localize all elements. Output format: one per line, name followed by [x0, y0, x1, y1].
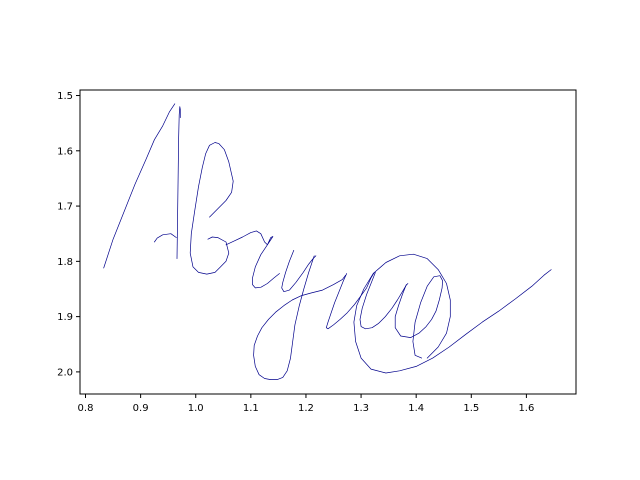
x-tick-label: 1.2 — [298, 403, 314, 414]
stroke-line-1 — [103, 103, 176, 269]
stroke-line-2 — [176, 106, 181, 259]
x-tick-label: 1.3 — [353, 403, 369, 414]
stroke-line-3 — [154, 233, 177, 243]
signature-lines — [103, 103, 552, 380]
y-tick-label: 2.0 — [57, 367, 73, 378]
x-axis: 0.8 0.9 1.0 1.1 1.2 1.3 1.4 1.5 1.6 — [78, 394, 534, 414]
y-tick-label: 1.5 — [57, 91, 73, 102]
x-tick-label: 0.8 — [78, 403, 94, 414]
stroke-line-8 — [325, 272, 375, 330]
stroke-line-7 — [253, 255, 346, 380]
x-tick-label: 1.1 — [243, 403, 259, 414]
x-tick-label: 1.4 — [408, 403, 424, 414]
plot-background — [80, 90, 576, 394]
x-tick-label: 1.6 — [518, 403, 534, 414]
stroke-line-11 — [353, 253, 552, 374]
y-tick-label: 1.8 — [57, 257, 73, 268]
stroke-line-4 — [189, 142, 234, 275]
plot-frame — [79, 89, 577, 395]
x-tick-label: 1.0 — [188, 403, 204, 414]
stroke-line-6 — [281, 249, 317, 293]
y-tick-label: 1.7 — [57, 202, 73, 213]
stroke-line-5 — [225, 230, 280, 289]
x-tick-label: 1.5 — [463, 403, 479, 414]
y-tick-label: 1.9 — [57, 312, 73, 323]
x-tick-label: 0.9 — [133, 403, 149, 414]
y-tick-label: 1.6 — [57, 146, 73, 157]
y-axis: 1.5 1.6 1.7 1.8 1.9 2.0 — [57, 91, 80, 378]
stroke-line-10 — [394, 275, 443, 359]
stroke-line-9 — [359, 272, 409, 330]
